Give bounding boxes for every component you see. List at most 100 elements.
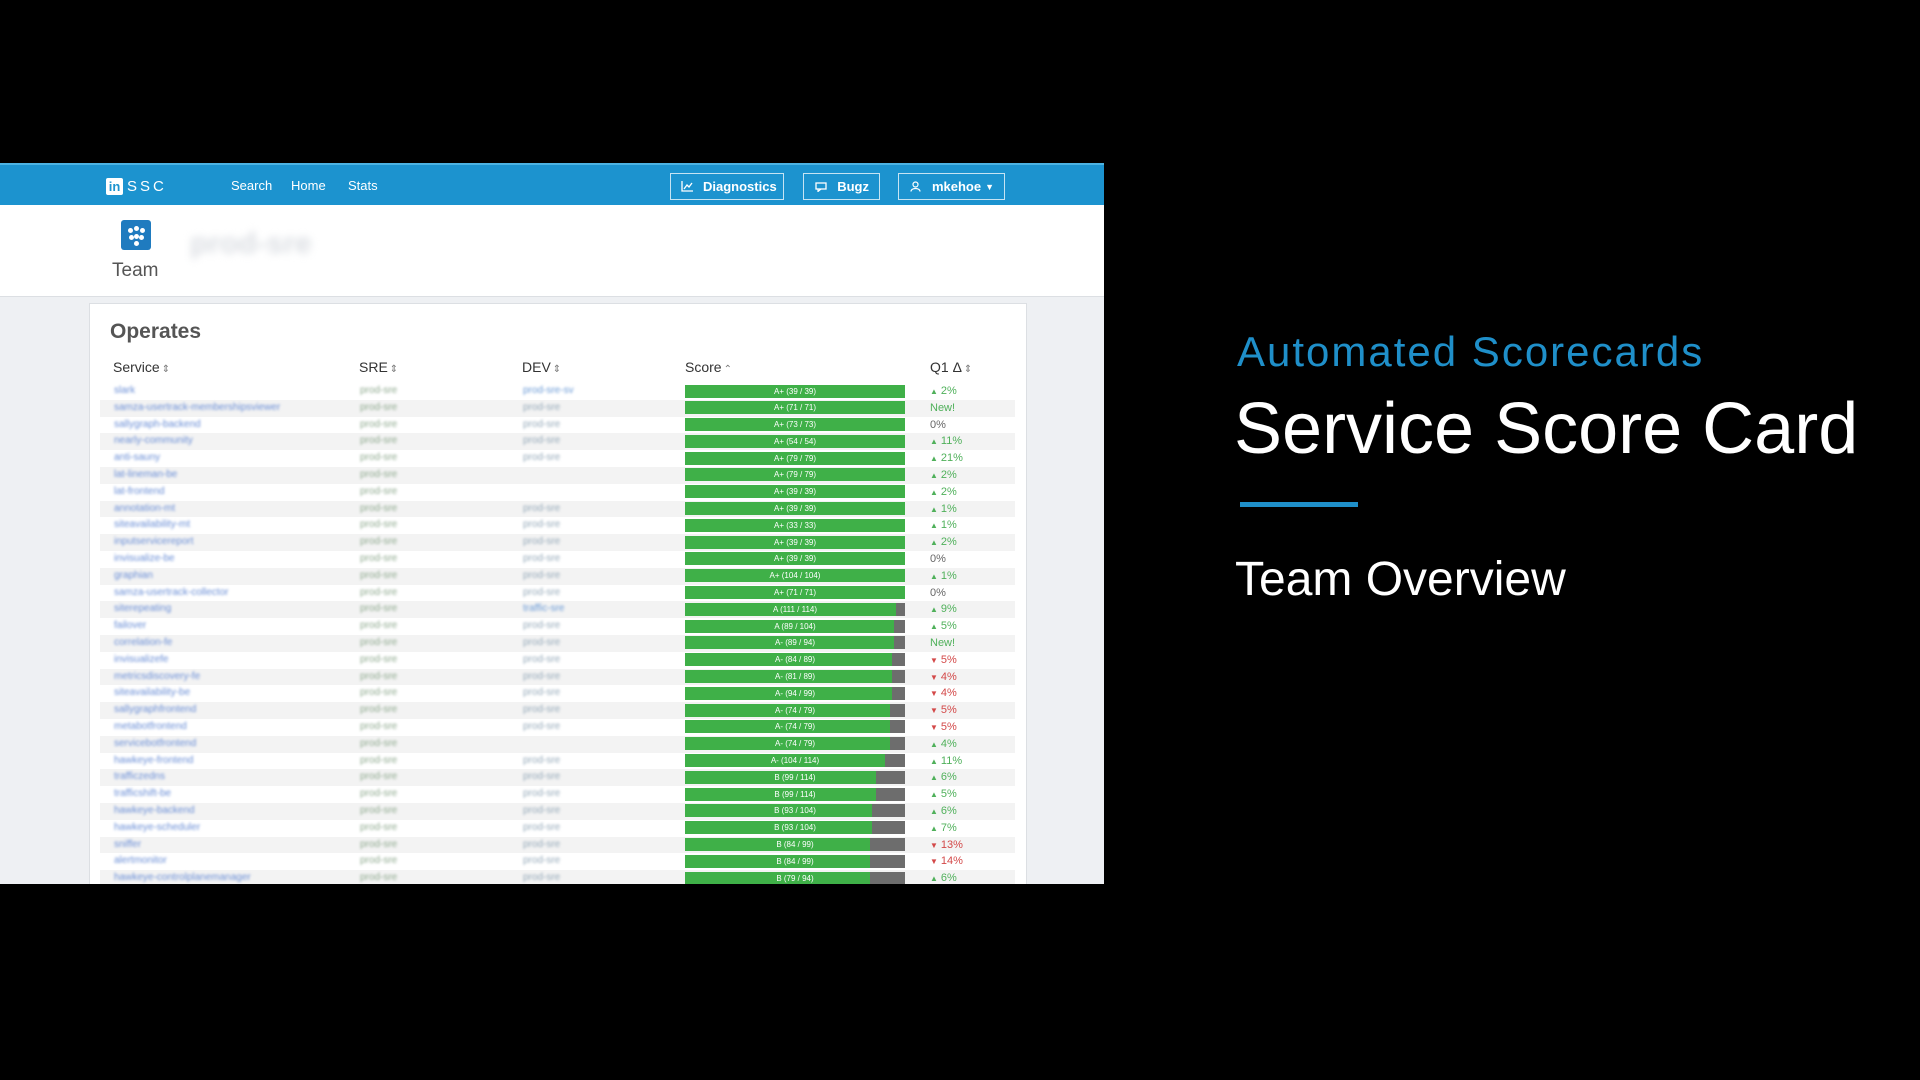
arrow-up-icon: ▲ [930,790,938,800]
sre-team: prod-sre [360,855,398,867]
score-bar-fill [685,485,905,499]
top-navbar: in SSC Search Home Stats Diagnostics Bug… [0,163,1104,205]
q1-delta: ▼ 4% [930,670,957,683]
dev-team: prod-sre [523,653,561,665]
dev-team: prod-sre [523,855,561,867]
nav-search-link[interactable]: Search [231,178,273,193]
service-link[interactable]: nearly-community [114,435,193,447]
service-link[interactable]: siteavailability-mt [114,519,191,531]
nav-home-link[interactable]: Home [291,178,326,193]
service-link[interactable]: lat-frontend [114,485,165,497]
service-link[interactable]: servicebotfrontend [114,737,197,749]
dev-team: prod-sre [523,502,561,514]
service-link[interactable]: slark [114,385,136,396]
arrow-up-icon: ▲ [930,823,938,833]
score-bar-fill [685,619,894,633]
score-label: A+ (79 / 79) [773,470,817,480]
dev-team: prod-sre [523,687,561,699]
service-link[interactable]: samza-usertrack-collector [114,586,229,598]
table-row: siterepeating prod-sre traffic-sre A (111 /… [100,601,1015,619]
q1-delta: ▲ 2% [930,485,957,498]
app-logo[interactable]: in SSC [106,177,167,195]
service-link[interactable]: metabotfrontend [114,720,187,732]
service-link[interactable]: samza-usertrack-membershipsviewer [114,401,281,413]
dev-team: prod-sre [523,872,561,884]
arrow-up-icon: ▲ [930,622,938,632]
service-link[interactable]: trafficshift-be [114,788,172,800]
score-bar: A+ (39 / 39) [685,485,905,499]
sre-team: prod-sre [360,620,398,632]
column-header-score[interactable]: Score ⌃ [685,359,732,375]
sre-team: prod-sre [360,603,398,615]
q1-delta: New! [930,636,956,649]
score-label: A- (94 / 99) [774,688,815,698]
q1-delta: ▼ 13% [930,838,963,851]
service-link[interactable]: siteavailability-be [114,687,191,699]
service-link[interactable]: hawkeye-backend [114,804,195,816]
score-bar: A+ (39 / 39) [685,384,905,398]
column-header-service[interactable]: Service ⇕ [113,359,171,375]
score-bar: B (79 / 94) [685,871,905,884]
q1-delta: ▲ 2% [930,468,957,481]
dev-team: prod-sre [523,704,561,716]
service-link[interactable]: hawkeye-scheduler [114,821,201,833]
table-row: sallygraph-backend prod-sre prod-sre A+ (73… [100,417,1015,434]
service-link[interactable]: failover [114,620,147,632]
user-menu-button[interactable]: mkehoe ▼ [898,173,1005,200]
sre-team: prod-sre [360,737,398,749]
nav-stats-link[interactable]: Stats [348,178,378,193]
q1-delta: ▲ 11% [930,754,963,767]
dev-team: prod-sre-sv [523,385,574,396]
service-link[interactable]: invisualize-be [114,552,175,564]
service-link[interactable]: metricsdiscovery-fe [114,670,201,682]
service-link[interactable]: alertmonitor [114,855,167,867]
table-row: hawkeye-controlplanemanager prod-sre prod-… [100,870,1015,884]
service-link[interactable]: siterepeating [114,603,172,615]
column-header-sre[interactable]: SRE ⇕ [359,359,399,375]
comment-icon [814,181,827,192]
service-link[interactable]: graphian [114,569,153,581]
chevron-down-icon: ▼ [985,181,994,192]
sre-team: prod-sre [360,720,398,732]
table-row: anti-sauny prod-sre prod-sre A+ (79 / 79) ▲ 2… [100,450,1015,467]
service-link[interactable]: anti-sauny [114,452,161,464]
slide-kicker: Automated Scorecards [1237,328,1705,375]
service-link[interactable]: lat-lineman-be [114,468,178,480]
service-link[interactable]: inputservicereport [114,536,194,548]
table-row: correlation-fe prod-sre prod-sre A- (89 / 9… [100,634,1015,652]
score-bar-fill [685,468,905,482]
score-label: A+ (33 / 33) [773,520,817,530]
score-bar: B (99 / 114) [685,787,905,801]
service-link[interactable]: sallygraphfrontend [114,704,197,716]
column-header-dev[interactable]: DEV ⇕ [522,359,562,375]
dev-team: prod-sre [523,720,561,732]
score-bar-fill [685,569,905,583]
q1-delta: ▲ 7% [930,821,957,834]
service-link[interactable]: hawkeye-controlplanemanager [114,872,251,884]
service-link[interactable]: annotation-mt [114,502,176,514]
service-link[interactable]: hawkeye-frontend [114,754,194,766]
q1-delta: New! [930,401,956,414]
service-link[interactable]: trafficzedns [114,771,165,783]
q1-delta: ▲ 5% [930,620,957,633]
service-link[interactable]: correlation-fe [114,636,173,648]
sre-team: prod-sre [360,804,398,816]
score-bar: A+ (71 / 71) [685,401,905,415]
table-row: samza-usertrack-collector prod-sre prod-sr… [100,585,1015,602]
bugz-button[interactable]: Bugz [803,173,880,200]
column-header-q1-delta[interactable]: Q1 Δ ⇕ [930,359,973,375]
q1-delta: ▲ 11% [930,435,963,448]
diagnostics-button[interactable]: Diagnostics [670,173,784,200]
service-link[interactable]: invisualizefe [114,653,169,665]
service-link[interactable]: sniffer [114,838,142,850]
score-bar: B (93 / 104) [685,804,905,818]
table-row: trafficshift-be prod-sre prod-sre B (99 / 1… [100,786,1015,803]
app-name: SSC [127,177,167,195]
q1-delta: ▼ 5% [930,704,957,717]
score-bar-fill [685,737,890,751]
dev-team: traffic-sre [523,603,565,615]
linkedin-icon: in [106,177,123,195]
score-label: A- (81 / 89) [774,672,815,682]
score-bar: A+ (39 / 39) [685,502,905,516]
service-link[interactable]: sallygraph-backend [114,418,201,430]
